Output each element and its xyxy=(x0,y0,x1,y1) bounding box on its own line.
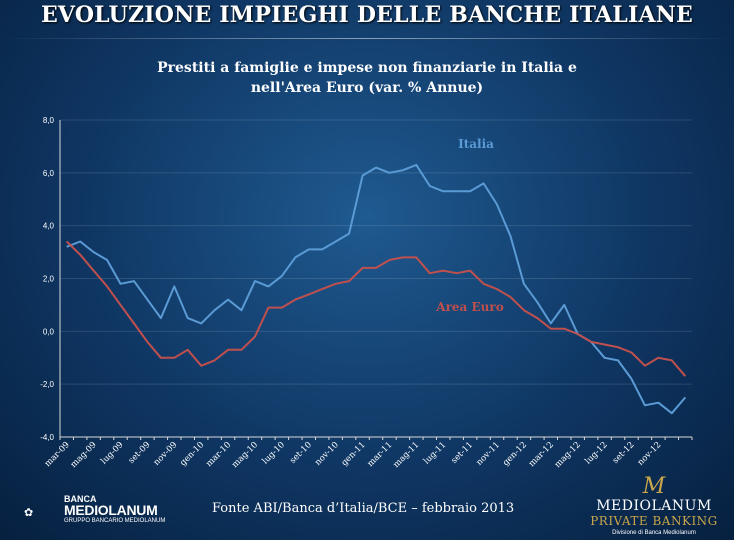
x-tick-label: nov-12 xyxy=(636,440,664,468)
title-divider xyxy=(0,38,734,39)
y-tick-label: 4,0 xyxy=(43,222,55,231)
series-layer xyxy=(66,163,687,415)
page-title: EVOLUZIONE IMPIEGHI DELLE BANCHE ITALIAN… xyxy=(40,2,694,28)
x-tick-label: nov-09 xyxy=(152,440,180,468)
logo-right-line-3: Divisione di Banca Mediolanum xyxy=(612,530,696,536)
logo-right-line-2: PRIVATE BANKING xyxy=(590,514,718,528)
x-tick-label: mar-09 xyxy=(43,440,72,469)
series-line-italia xyxy=(66,163,687,415)
x-tick-label: set-12 xyxy=(611,440,637,466)
y-tick-label: 6,0 xyxy=(43,169,55,178)
x-tick-label: mag-11 xyxy=(392,440,422,470)
x-tick-label: mar-11 xyxy=(366,440,395,469)
mediolanum-private-banking-logo: M MEDIOLANUM PRIVATE BANKING Divisione d… xyxy=(574,474,734,540)
source-note: Fonte ABI/Banca d’Italia/BCE – febbraio … xyxy=(212,501,515,516)
x-tick-label: mar-10 xyxy=(204,440,233,469)
x-tick-label: lug-12 xyxy=(583,440,609,466)
x-tick-label: lug-11 xyxy=(422,440,448,466)
logo-right-line-1: MEDIOLANUM xyxy=(596,498,712,514)
y-tick-label: -2,0 xyxy=(40,380,54,389)
series-label-area-euro: Area Euro xyxy=(435,300,503,314)
x-tick-label: lug-09 xyxy=(99,440,125,466)
banca-mediolanum-logo: ✿ BANCA MEDIOLANUM GRUPPO BANCARIO MEDIO… xyxy=(24,494,165,530)
y-tick-label: 2,0 xyxy=(43,275,55,284)
x-tick-label: gen-11 xyxy=(340,440,368,468)
chart-title-line-2: nell'Area Euro (var. % Annue) xyxy=(250,80,484,96)
chart-title-line-1: Prestiti a famiglie e impese non finanzi… xyxy=(157,60,577,76)
x-tick-label: mag-12 xyxy=(553,440,583,470)
series-line-area-euro xyxy=(66,240,687,377)
y-tick-label: 8,0 xyxy=(43,116,55,125)
x-tick-label: mag-09 xyxy=(69,440,99,470)
logo-left-line-1: BANCA xyxy=(64,494,97,504)
x-tick-label: lug-10 xyxy=(261,440,287,466)
x-tick-label: nov-10 xyxy=(313,440,341,468)
y-tick-label: 0,0 xyxy=(43,327,55,336)
x-tick-label: gen-12 xyxy=(501,440,529,468)
x-tick-label: set-10 xyxy=(288,440,314,466)
x-tick-label: set-09 xyxy=(127,440,153,466)
gear-icon: ✿ xyxy=(24,506,34,519)
y-tick-label: -4,0 xyxy=(40,433,54,442)
logo-left-line-2: MEDIOLANUM xyxy=(64,502,158,518)
label-layer: Italia Area Euro xyxy=(435,137,503,314)
x-tick-label: mar-12 xyxy=(527,440,556,469)
x-tick-label: mag-10 xyxy=(230,440,260,470)
x-tick-label: set-11 xyxy=(449,440,475,466)
logo-left-line-3: GRUPPO BANCARIO MEDIOLANUM xyxy=(64,518,166,524)
series-label-italia: Italia xyxy=(458,137,494,151)
x-tick-label: nov-11 xyxy=(474,440,502,468)
logo-right-emblem: M xyxy=(642,474,666,499)
x-tick-label: gen-10 xyxy=(178,440,206,468)
